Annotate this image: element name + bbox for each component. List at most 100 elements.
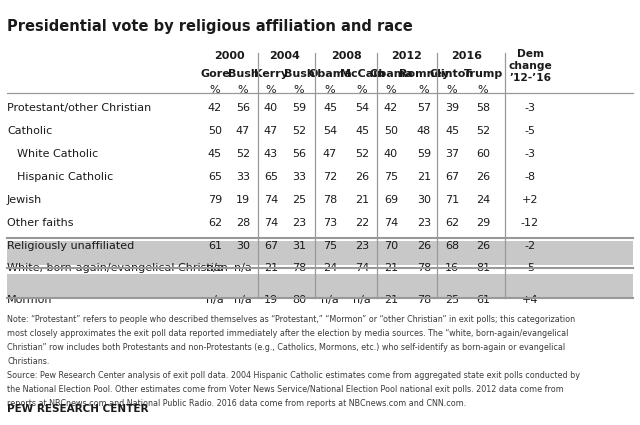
Text: 58: 58	[476, 103, 490, 113]
Text: n/a: n/a	[321, 295, 339, 306]
Text: 45: 45	[355, 126, 369, 136]
Text: 60: 60	[476, 149, 490, 159]
Text: 54: 54	[355, 103, 369, 113]
Text: 21: 21	[264, 263, 278, 273]
Text: n/a: n/a	[234, 263, 252, 273]
Text: n/a: n/a	[206, 263, 224, 273]
Text: 52: 52	[236, 149, 250, 159]
Text: %: %	[210, 85, 220, 95]
Text: 33: 33	[292, 172, 306, 182]
Text: -2: -2	[524, 241, 536, 251]
Text: Other faiths: Other faiths	[7, 218, 74, 228]
Text: Protestant/other Christian: Protestant/other Christian	[7, 103, 151, 113]
Text: 78: 78	[292, 263, 306, 273]
Text: 26: 26	[476, 241, 490, 251]
Text: 59: 59	[417, 149, 431, 159]
Text: Bush: Bush	[228, 69, 259, 79]
Text: 21: 21	[355, 195, 369, 205]
Text: -8: -8	[524, 172, 536, 182]
Text: 2012: 2012	[392, 51, 422, 61]
Text: 45: 45	[445, 126, 459, 136]
Text: 33: 33	[236, 172, 250, 182]
Text: %: %	[356, 85, 367, 95]
Text: Romney: Romney	[399, 69, 449, 79]
Text: 54: 54	[323, 126, 337, 136]
Text: 25: 25	[292, 195, 306, 205]
Text: 2000: 2000	[214, 51, 244, 61]
Text: 23: 23	[417, 218, 431, 228]
Text: 75: 75	[323, 241, 337, 251]
Text: 31: 31	[292, 241, 306, 251]
Text: 23: 23	[355, 241, 369, 251]
Text: %: %	[294, 85, 304, 95]
Text: 45: 45	[208, 149, 222, 159]
Text: +2: +2	[522, 195, 538, 205]
Text: Source: Pew Research Center analysis of exit poll data. 2004 Hispanic Catholic e: Source: Pew Research Center analysis of …	[7, 371, 580, 380]
Text: 42: 42	[208, 103, 222, 113]
Text: %: %	[419, 85, 429, 95]
Text: 21: 21	[384, 263, 398, 273]
Text: 73: 73	[323, 218, 337, 228]
Text: n/a: n/a	[353, 295, 371, 306]
Text: %: %	[386, 85, 396, 95]
Text: 23: 23	[292, 218, 306, 228]
Text: most closely approximates the exit poll data reported immediately after the elec: most closely approximates the exit poll …	[7, 329, 568, 338]
Text: 45: 45	[323, 103, 337, 113]
Text: 67: 67	[445, 172, 459, 182]
Text: 48: 48	[417, 126, 431, 136]
Text: Gore: Gore	[200, 69, 230, 79]
Text: -5: -5	[525, 126, 536, 136]
Text: %: %	[237, 85, 248, 95]
Bar	[7, 274, 633, 297]
Text: 52: 52	[292, 126, 306, 136]
Text: 24: 24	[323, 263, 337, 273]
Text: reports at NBCnews.com and National Public Radio. 2016 data come from reports at: reports at NBCnews.com and National Publ…	[7, 400, 467, 408]
Text: the National Election Pool. Other estimates come from Voter News Service/Nationa: the National Election Pool. Other estima…	[7, 385, 564, 394]
Text: -3: -3	[525, 103, 536, 113]
Text: 43: 43	[264, 149, 278, 159]
Text: 28: 28	[236, 218, 250, 228]
Text: 26: 26	[476, 172, 490, 182]
Text: 74: 74	[355, 263, 369, 273]
Text: %: %	[266, 85, 276, 95]
Text: 50: 50	[208, 126, 222, 136]
Text: 24: 24	[476, 195, 490, 205]
Text: Hispanic Catholic: Hispanic Catholic	[17, 172, 113, 182]
Text: 79: 79	[208, 195, 222, 205]
Text: 74: 74	[264, 195, 278, 205]
Text: 62: 62	[445, 218, 459, 228]
Text: 2004: 2004	[269, 51, 300, 61]
Text: n/a: n/a	[206, 295, 224, 306]
Text: -5: -5	[525, 263, 536, 273]
Text: 78: 78	[417, 263, 431, 273]
Text: 61: 61	[208, 241, 222, 251]
Text: 68: 68	[445, 241, 459, 251]
Text: 81: 81	[476, 263, 490, 273]
Text: Mormon: Mormon	[7, 295, 52, 306]
Text: 62: 62	[208, 218, 222, 228]
Text: 19: 19	[264, 295, 278, 306]
Text: 47: 47	[264, 126, 278, 136]
Text: 75: 75	[384, 172, 398, 182]
Text: White Catholic: White Catholic	[17, 149, 99, 159]
Text: 65: 65	[208, 172, 222, 182]
Text: Obama: Obama	[308, 69, 352, 79]
Text: 80: 80	[292, 295, 306, 306]
Text: 37: 37	[445, 149, 459, 159]
Text: 56: 56	[292, 149, 306, 159]
Text: +4: +4	[522, 295, 538, 306]
Text: -12: -12	[521, 218, 539, 228]
Text: 16: 16	[445, 263, 459, 273]
Text: 19: 19	[236, 195, 250, 205]
Text: 47: 47	[323, 149, 337, 159]
Text: 40: 40	[264, 103, 278, 113]
Text: 52: 52	[476, 126, 490, 136]
Text: Christians.: Christians.	[7, 357, 49, 366]
Text: 59: 59	[292, 103, 306, 113]
Text: -3: -3	[525, 149, 536, 159]
Text: n/a: n/a	[234, 295, 252, 306]
Text: McCain: McCain	[340, 69, 385, 79]
Text: 26: 26	[417, 241, 431, 251]
Text: 42: 42	[384, 103, 398, 113]
Text: 2016: 2016	[451, 51, 483, 61]
